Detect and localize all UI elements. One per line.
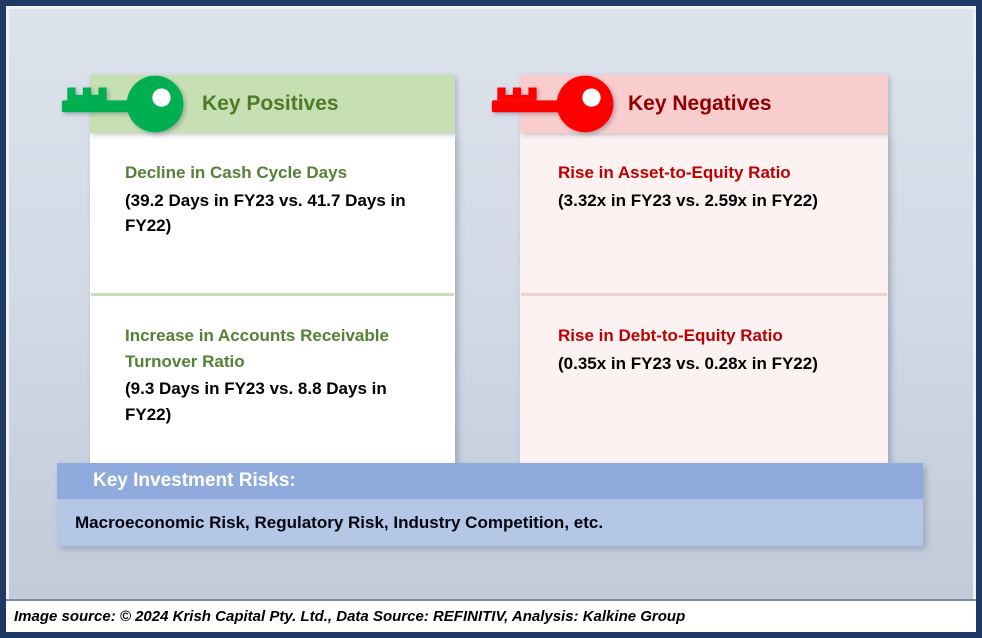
positive-item-2-detail: (9.3 Days in FY23 vs. 8.8 Days in FY22) [125,379,387,424]
negative-item-1: Rise in Asset-to-Equity Ratio (3.32x in … [520,133,888,293]
key-positives-card: Decline in Cash Cycle Days (39.2 Days in… [90,133,455,463]
key-negatives-header: Key Negatives [491,75,888,133]
key-investment-risks-band: Key Investment Risks: Macroeconomic Risk… [57,463,923,546]
source-footer: Image source: © 2024 Krish Capital Pty. … [6,599,976,632]
negative-item-2-heading: Rise in Debt-to-Equity Ratio [558,326,783,345]
risks-text: Macroeconomic Risk, Regulatory Risk, Ind… [57,499,923,546]
positives-divider [91,293,454,296]
risks-title: Key Investment Risks: [57,463,923,499]
positive-item-1-detail: (39.2 Days in FY23 vs. 41.7 Days in FY22… [125,190,406,236]
key-positives-panel: Key Positives Decline in Cash Cycle Days… [61,75,455,463]
positive-item-1: Decline in Cash Cycle Days (39.2 Days in… [90,133,455,293]
negative-item-1-heading: Rise in Asset-to-Equity Ratio [558,163,791,182]
key-negatives-panel: Key Negatives Rise in Asset-to-Equity Ra… [491,75,888,463]
negative-item-1-detail: (3.32x in FY23 vs. 2.59x in FY22) [558,190,818,210]
key-negatives-title: Key Negatives [628,92,772,115]
key-negatives-card: Rise in Asset-to-Equity Ratio (3.32x in … [520,133,888,463]
positive-item-1-heading: Decline in Cash Cycle Days [125,163,348,182]
negative-item-2-detail: (0.35x in FY23 vs. 0.28x in FY22) [558,353,818,373]
key-positives-title: Key Positives [202,92,339,115]
source-footer-text: Image source: © 2024 Krish Capital Pty. … [14,608,686,625]
positive-item-2-heading: Increase in Accounts Receivable Turnover… [125,326,389,371]
red-key-icon [490,72,618,136]
negative-item-2: Rise in Debt-to-Equity Ratio (0.35x in F… [520,296,888,456]
positive-item-2: Increase in Accounts Receivable Turnover… [90,296,455,456]
green-key-icon [60,72,188,136]
key-positives-header: Key Positives [61,75,455,133]
negatives-divider [521,293,887,296]
